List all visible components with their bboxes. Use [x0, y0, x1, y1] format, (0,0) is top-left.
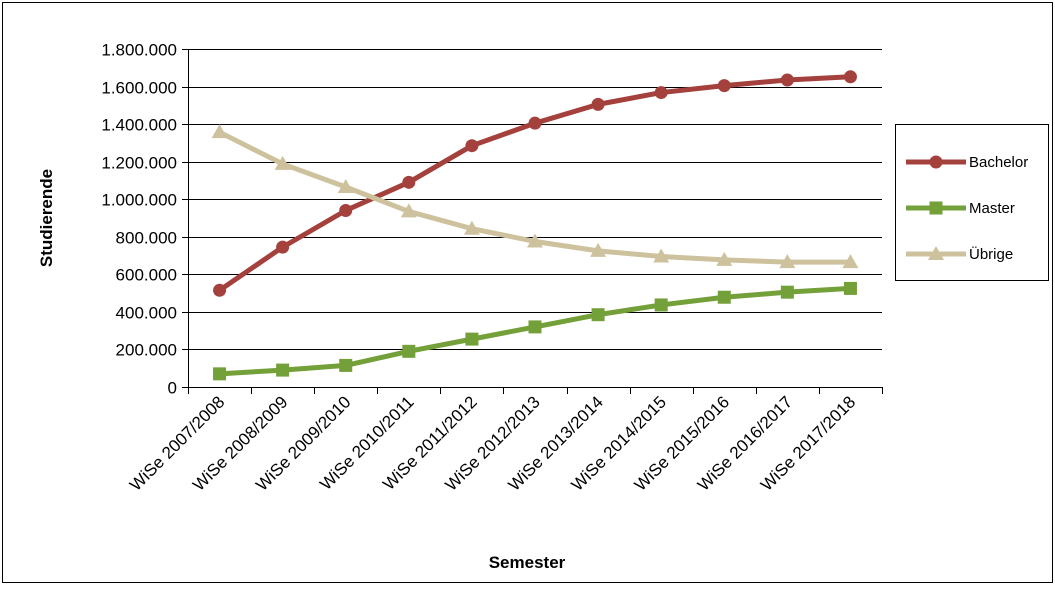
y-tick-label-9: 1.800.000: [101, 41, 177, 60]
series-0-point-1: [276, 240, 290, 254]
legend-item-0: Bachelor: [906, 154, 1028, 171]
series-1-point-0: [213, 367, 227, 381]
series-0-point-4: [465, 139, 479, 153]
series-2-point-3: [400, 203, 417, 218]
series-0-point-5: [528, 116, 542, 130]
series-2: [211, 124, 859, 269]
series-lines: [211, 70, 859, 381]
legend: Bachelor Master Übrige: [895, 124, 1049, 281]
series-0-point-9: [780, 73, 794, 87]
series-1-point-2: [339, 358, 353, 372]
series-0-point-10: [843, 70, 857, 84]
legend-item-1: Master: [906, 200, 1015, 217]
series-1-point-4: [465, 332, 479, 346]
series-1-point-9: [780, 285, 794, 299]
series-1-point-3: [402, 344, 416, 358]
y-tick-label-1: 200.000: [116, 341, 177, 360]
legend-label-2: Übrige: [969, 245, 1013, 263]
axes: [182, 49, 883, 394]
gridlines: [188, 49, 882, 350]
series-0: [213, 70, 857, 297]
legend-label-0: Bachelor: [969, 154, 1028, 171]
series-1-point-5: [528, 320, 542, 334]
series-1: [213, 281, 857, 381]
series-2-point-6: [590, 242, 607, 257]
series-0-point-0: [213, 283, 227, 297]
series-1-point-7: [654, 298, 668, 312]
series-2-point-2: [337, 179, 354, 194]
legend-item-2: Übrige: [906, 245, 1013, 263]
y-axis-title: Studierende: [37, 169, 56, 267]
y-tick-label-8: 1.600.000: [101, 79, 177, 98]
series-0-point-6: [591, 97, 605, 111]
series-1-point-1: [276, 363, 290, 377]
legend-marker-2: [928, 246, 944, 260]
y-tick-labels: 0 200.000 400.000 600.000 800.000 1.000.000 1.…: [101, 41, 177, 398]
series-2-point-8: [716, 251, 733, 266]
legend-label-1: Master: [969, 200, 1015, 217]
series-2-point-9: [779, 254, 796, 269]
series-2-point-1: [274, 155, 291, 170]
series-0-point-2: [339, 203, 353, 217]
series-1-point-8: [717, 290, 731, 304]
y-tick-label-7: 1.400.000: [101, 116, 177, 135]
y-tick-label-3: 600.000: [116, 266, 177, 285]
legend-marker-1: [929, 201, 943, 215]
series-2-point-5: [527, 233, 543, 248]
y-tick-label-0: 0: [168, 379, 177, 398]
series-0-point-7: [654, 86, 668, 100]
series-0-point-3: [402, 175, 416, 189]
x-axis-title: Semester: [489, 553, 566, 572]
y-tick-label-6: 1.200.000: [101, 154, 177, 173]
legend-marker-0: [929, 155, 943, 169]
series-2-point-10: [842, 254, 859, 269]
series-2-point-7: [653, 248, 670, 263]
series-2-point-0: [211, 124, 228, 139]
legend-items: Bachelor Master Übrige: [906, 154, 1028, 263]
series-1-point-6: [591, 308, 605, 322]
series-1-point-10: [843, 281, 857, 295]
y-tick-label-2: 400.000: [116, 304, 177, 323]
y-tick-label-4: 800.000: [116, 229, 177, 248]
series-2-point-4: [463, 220, 480, 235]
series-0-point-8: [717, 79, 731, 93]
y-tick-label-5: 1.000.000: [101, 191, 177, 210]
